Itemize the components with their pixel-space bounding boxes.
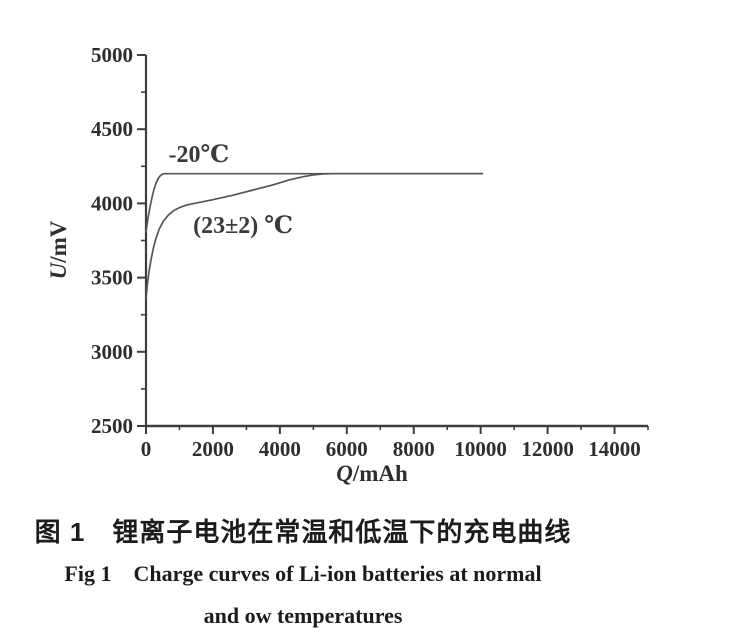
x-tick-label: 0 (141, 437, 152, 461)
y-tick-label: 3000 (91, 340, 133, 364)
x-tick-label: 14000 (588, 437, 641, 461)
y-tick-label: 4000 (91, 191, 133, 215)
y-tick-label: 3500 (91, 266, 133, 290)
y-axis-title: U/mV (46, 220, 71, 279)
x-tick-label: 10000 (454, 437, 507, 461)
figure-caption-english-line2: and ow temperatures (203, 603, 403, 628)
x-tick-label: 2000 (192, 437, 234, 461)
figure-caption-chinese: 图 1 锂离子电池在常温和低温下的充电曲线 (34, 517, 572, 547)
curve-label-1: (23±2) ℃ (193, 213, 293, 239)
curve-series-0 (145, 172, 484, 233)
x-tick-label: 4000 (259, 437, 301, 461)
x-tick-label: 6000 (326, 437, 368, 461)
y-tick-label: 5000 (91, 43, 133, 67)
x-tick-label: 8000 (393, 437, 435, 461)
curve-label-0: -20℃ (169, 142, 230, 168)
x-tick-label: 12000 (521, 437, 574, 461)
charge-curves-chart: 0 2000 4000 6000 8000 10000 12000 14000 2500 3000… (46, 43, 649, 486)
figure-caption-english-line1: Fig 1 Charge curves of Li-ion batteries … (64, 561, 542, 586)
curve-series-1 (145, 172, 484, 300)
y-tick-label: 2500 (91, 414, 133, 438)
x-axis-title: Q/mAh (336, 461, 408, 486)
y-tick-label: 4500 (91, 117, 133, 141)
